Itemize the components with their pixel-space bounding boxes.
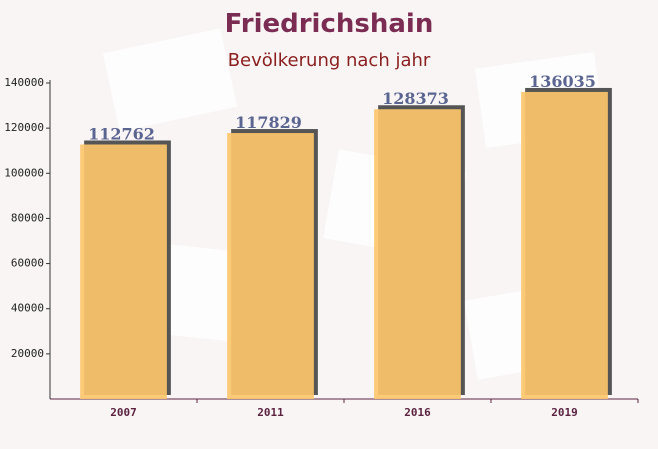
chart-subtitle: Bevölkerung nach jahr (228, 50, 431, 71)
y-tick-label: 80000 (11, 211, 44, 224)
x-tick-label: 2019 (551, 406, 578, 419)
bar (80, 144, 167, 399)
y-tick-label: 60000 (11, 257, 44, 270)
value-label: 136035 (529, 72, 596, 91)
value-label: 112762 (88, 124, 155, 143)
bar (374, 109, 461, 399)
y-tick-label: 140000 (4, 76, 44, 89)
x-tick-label: 2011 (257, 406, 284, 419)
y-tick-label: 40000 (11, 302, 44, 315)
bar (227, 133, 314, 399)
x-tick-label: 2016 (404, 406, 431, 419)
value-label: 128373 (382, 89, 449, 108)
chart-title: Friedrichshain (225, 9, 434, 39)
x-tick-label: 2007 (110, 406, 137, 419)
y-tick-label: 100000 (4, 166, 44, 179)
bar (521, 91, 608, 399)
y-tick-label: 120000 (4, 121, 44, 134)
value-label: 117829 (235, 113, 302, 132)
y-tick-label: 20000 (11, 347, 44, 360)
